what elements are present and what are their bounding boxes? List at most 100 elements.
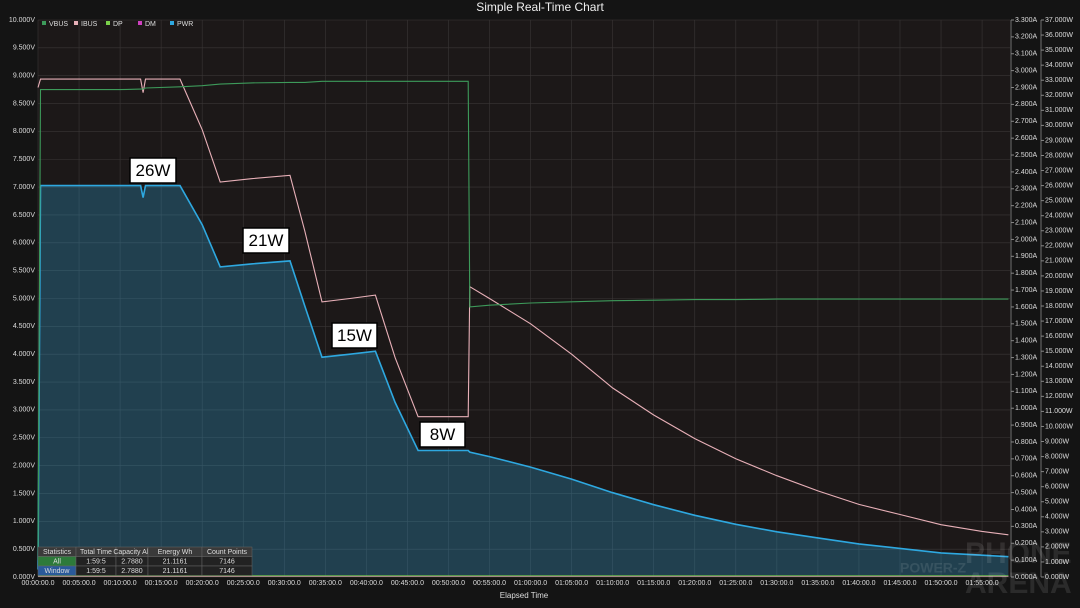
x-tick-label: 00:50:00.0 <box>432 580 465 587</box>
table-text: 1:59:5 <box>86 568 106 575</box>
y-tick-label: 9.000V <box>13 73 36 80</box>
y3-tick-label: 36.000W <box>1045 32 1073 39</box>
legend-label: DM <box>145 21 156 28</box>
y2-tick-label: 1.200A <box>1015 371 1038 378</box>
y3-tick-label: 4.000W <box>1045 514 1070 521</box>
annotation-box <box>129 157 177 184</box>
y-tick-label: 1.000V <box>13 518 36 525</box>
y3-tick-label: 28.000W <box>1045 152 1073 159</box>
table-text: 2.7880 <box>121 568 143 575</box>
y2-tick-label: 0.900A <box>1015 422 1038 429</box>
y-tick-label: 10.000V <box>9 17 35 24</box>
y-tick-label: 7.000V <box>13 184 36 191</box>
annotation-box <box>242 227 290 254</box>
watermark: PHONE <box>965 537 1072 570</box>
y2-tick-label: 2.600A <box>1015 135 1038 142</box>
y2-tick-label: 0.100A <box>1015 557 1038 564</box>
y2-tick-label: 1.000A <box>1015 405 1038 412</box>
legend-label: VBUS <box>49 21 68 28</box>
y3-tick-label: 32.000W <box>1045 92 1073 99</box>
y3-tick-label: 30.000W <box>1045 122 1073 129</box>
x-tick-label: 01:30:00.0 <box>760 580 793 587</box>
annotation-box <box>419 421 466 448</box>
table-text: 21.1161 <box>163 559 188 566</box>
x-tick-label: 01:15:00.0 <box>637 580 670 587</box>
y3-tick-label: 19.000W <box>1045 288 1073 295</box>
y2-tick-label: 1.900A <box>1015 253 1038 260</box>
y2-tick-label: 0.800A <box>1015 439 1038 446</box>
y2-tick-label: 2.100A <box>1015 219 1038 226</box>
y-tick-label: 9.500V <box>13 45 36 52</box>
y2-tick-label: 2.900A <box>1015 84 1038 91</box>
x-tick-label: 01:20:00.0 <box>678 580 711 587</box>
y2-tick-label: 0.400A <box>1015 506 1038 513</box>
y2-tick-label: 2.000A <box>1015 236 1038 243</box>
y3-tick-label: 7.000W <box>1045 468 1070 475</box>
x-tick-label: 00:30:00.0 <box>268 580 301 587</box>
annotation: 8W <box>430 425 456 444</box>
y-tick-label: 1.500V <box>13 490 36 497</box>
y3-tick-label: 10.000W <box>1045 423 1073 430</box>
x-tick-label: 01:40:00.0 <box>842 580 875 587</box>
x-tick-label: 00:25:00.0 <box>227 580 260 587</box>
y2-tick-label: 0.600A <box>1015 473 1038 480</box>
y-tick-label: 0.000V <box>13 574 36 581</box>
y2-tick-label: 3.000A <box>1015 67 1038 74</box>
x-axis-label: Elapsed Time <box>500 591 549 600</box>
y3-tick-label: 14.000W <box>1045 363 1073 370</box>
x-tick-label: 00:35:00.0 <box>309 580 342 587</box>
y2-tick-label: 1.300A <box>1015 354 1038 361</box>
x-tick-label: 00:00:00.0 <box>21 580 54 587</box>
x-tick-label: 00:45:00.0 <box>391 580 424 587</box>
y3-tick-label: 37.000W <box>1045 17 1073 24</box>
y3-tick-label: 26.000W <box>1045 182 1073 189</box>
legend-swatch <box>74 21 78 25</box>
y3-tick-label: 8.000W <box>1045 453 1070 460</box>
annotation: 26W <box>136 161 171 180</box>
y3-tick-label: 18.000W <box>1045 303 1073 310</box>
y2-tick-label: 2.300A <box>1015 186 1038 193</box>
x-tick-label: 00:55:00.0 <box>473 580 506 587</box>
table-text: 7146 <box>219 568 235 575</box>
annotation-box <box>331 322 378 349</box>
line <box>37 78 1009 536</box>
table-text: 7146 <box>219 559 235 566</box>
y2-tick-label: 2.500A <box>1015 152 1038 159</box>
table-text: Count Points <box>207 549 248 556</box>
y3-tick-label: 0.000W <box>1045 574 1070 581</box>
y2-tick-label: 2.200A <box>1015 203 1038 210</box>
y3-tick-label: 3.000W <box>1045 529 1070 536</box>
y2-tick-label: 2.800A <box>1015 101 1038 108</box>
y-tick-label: 2.000V <box>13 462 36 469</box>
y-tick-label: 2.500V <box>13 435 36 442</box>
watermark: POWER-Z <box>900 560 967 576</box>
x-tick-label: 00:15:00.0 <box>145 580 178 587</box>
y3-tick-label: 23.000W <box>1045 228 1073 235</box>
y2-tick-label: 0.500A <box>1015 489 1038 496</box>
y2-tick-label: 1.800A <box>1015 270 1038 277</box>
annotation: 15W <box>337 326 372 345</box>
y3-tick-label: 13.000W <box>1045 378 1073 385</box>
annotation: 21W <box>249 231 284 250</box>
y3-tick-label: 5.000W <box>1045 499 1070 506</box>
legend-label: DP <box>113 21 123 28</box>
table-text: 2.7880 <box>121 559 143 566</box>
y2-tick-label: 0.000A <box>1015 574 1038 581</box>
y3-tick-label: 25.000W <box>1045 197 1073 204</box>
y2-tick-label: 1.600A <box>1015 304 1038 311</box>
y2-tick-label: 1.100A <box>1015 388 1038 395</box>
line <box>37 80 1009 561</box>
x-tick-label: 00:20:00.0 <box>186 580 219 587</box>
table-text: Energy Wh <box>158 549 193 556</box>
y3-tick-label: 2.000W <box>1045 544 1070 551</box>
y3-tick-label: 24.000W <box>1045 213 1073 220</box>
area <box>38 185 1009 577</box>
legend-label: PWR <box>177 21 193 28</box>
table-text: All <box>53 559 61 566</box>
y-tick-label: 3.500V <box>13 379 36 386</box>
y3-tick-label: 27.000W <box>1045 167 1073 174</box>
y3-tick-label: 29.000W <box>1045 137 1073 144</box>
y2-tick-label: 2.700A <box>1015 118 1038 125</box>
line <box>37 184 1009 570</box>
